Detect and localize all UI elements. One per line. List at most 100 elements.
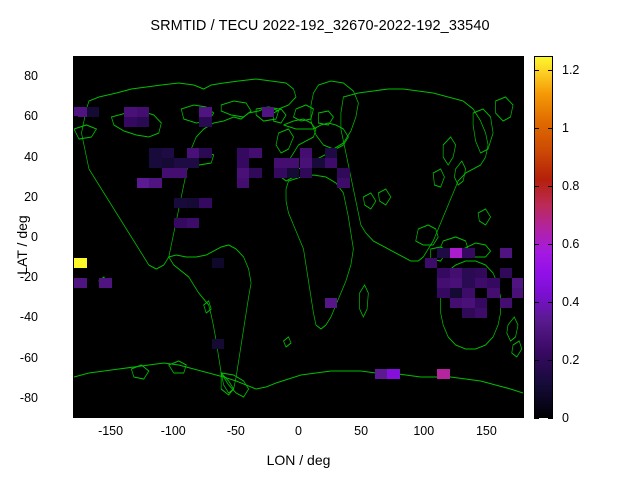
heatmap-cell [74,258,87,269]
heatmap-cell [174,217,187,228]
y-tick-mark [73,317,78,318]
x-tick-mark [236,413,237,418]
colorbar-tick-label: 1 [562,121,569,136]
y-tick-label: -80 [19,390,38,405]
heatmap-cell [449,278,463,289]
heatmap-cell [186,157,200,168]
heatmap-cell [199,107,212,118]
heatmap-cell [337,177,350,188]
y-tick-mark [73,237,78,238]
colorbar-tick-mark [548,418,553,419]
heatmap-cell [286,167,300,178]
colorbar-tick-mark [548,128,553,129]
y-tick-mark [519,317,524,318]
x-tick-label: -100 [160,424,186,438]
colorbar-tick-label: 0.8 [562,179,580,194]
heatmap-cell [437,268,450,279]
x-tick-label: -150 [98,424,124,438]
y-axis-label: LAT / deg [14,215,30,275]
heatmap-cell [211,258,225,269]
heatmap-cell [462,248,475,259]
colorbar-tick-mark [534,128,539,129]
colorbar-tick-label: 0.2 [562,353,580,368]
colorbar-tick-mark [548,186,553,187]
heatmap-cell [136,117,150,128]
heatmap-cell [149,157,162,168]
y-tick-label: 0 [31,230,38,244]
colorbar-tick-mark [534,70,539,71]
map-plot-area [73,56,524,418]
heatmap-cell [387,368,400,379]
colorbar-tick-mark [534,244,539,245]
heatmap-cell [174,197,187,208]
x-tick-mark [424,56,425,61]
y-tick-mark [519,358,524,359]
colorbar-tick-mark [534,186,539,187]
x-tick-mark [173,56,174,61]
y-tick-label: 20 [24,189,38,204]
heatmap-cell [437,278,450,289]
y-tick-mark [519,157,524,158]
heatmap-cell [161,147,175,158]
x-tick-label: -50 [226,424,245,438]
x-tick-mark [299,413,300,418]
heatmap-cell [299,157,313,168]
heatmap-cell [374,368,388,379]
heatmap-cell [124,107,137,118]
x-tick-mark [299,56,300,61]
heatmap-cell [324,147,338,158]
heatmap-cell [236,167,250,178]
heatmap-cell [474,308,488,319]
x-tick-label: 150 [475,424,497,438]
y-tick-mark [519,197,524,198]
heatmap-cell [161,167,175,178]
x-tick-mark [173,413,174,418]
colorbar-tick-mark [548,70,553,71]
heatmap-cell [186,217,200,228]
y-tick-mark [73,358,78,359]
heatmap-cell [512,278,523,289]
heatmap-cell [312,157,325,168]
x-tick-mark [361,413,362,418]
heatmap-cell [449,288,463,299]
x-tick-mark [236,56,237,61]
y-tick-mark [519,76,524,77]
x-tick-label: 0 [295,424,302,438]
colorbar [534,56,553,418]
y-tick-label: 80 [24,69,38,84]
heatmap-cell [424,258,438,269]
heatmap-cell [462,308,475,319]
colorbar-tick-mark [548,244,553,245]
x-tick-mark [486,413,487,418]
y-tick-mark [73,398,78,399]
heatmap-cell [249,167,262,178]
y-tick-label: -60 [19,350,38,365]
heatmap-cell [499,298,513,309]
heatmap-cell [449,248,463,259]
heatmap-cell [249,147,262,158]
y-tick-mark [519,237,524,238]
colorbar-tick-mark [534,302,539,303]
heatmap-cell [161,157,175,168]
x-tick-mark [111,56,112,61]
heatmap-cell [274,157,287,168]
heatmap-cell [274,167,287,178]
x-tick-label: 50 [354,424,369,438]
heatmap-cell [474,278,488,289]
y-tick-label: -40 [19,310,38,325]
heatmap-cell [186,197,200,208]
heatmap-cell [136,177,150,188]
x-tick-mark [361,56,362,61]
heatmap-cell [74,278,87,289]
y-tick-mark [519,398,524,399]
colorbar-tick-mark [534,418,539,419]
heatmap-cell [449,298,463,309]
heatmap-cell [199,117,212,128]
heatmap-cell [437,288,450,299]
heatmap-cell [236,147,250,158]
heatmap-cell [149,177,162,188]
colorbar-tick-mark [548,360,553,361]
x-tick-mark [424,413,425,418]
heatmap-cell [474,268,488,279]
